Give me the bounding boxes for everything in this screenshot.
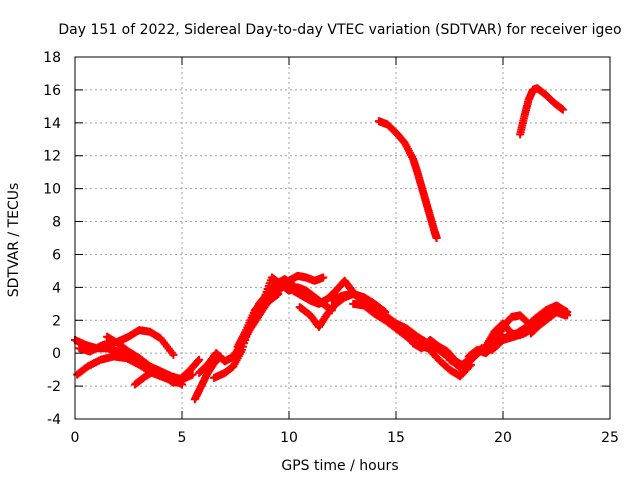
- x-tick-label: 20: [494, 430, 512, 446]
- x-tick-label: 15: [387, 430, 405, 446]
- series-s16: [374, 117, 441, 242]
- y-tick-label: 4: [52, 280, 61, 296]
- data-point: [432, 234, 441, 242]
- plot-frame: [74, 56, 611, 420]
- y-tick-label: 16: [43, 83, 61, 99]
- data-point: [169, 350, 178, 359]
- data-points: [71, 84, 572, 404]
- series-s20: [499, 301, 572, 343]
- x-tick-label: 25: [601, 430, 619, 446]
- y-axis-label: SDTVAR / TECUs: [6, 183, 22, 298]
- y-tick-label: -4: [47, 412, 61, 428]
- series-s5: [130, 355, 204, 389]
- x-tick-label: 0: [71, 430, 80, 446]
- y-tick-label: 10: [43, 182, 61, 198]
- x-tick-label: 5: [178, 430, 187, 446]
- data-point: [561, 311, 570, 320]
- y-tick-label: 12: [43, 149, 61, 165]
- data-point: [195, 355, 204, 364]
- series-s22: [516, 84, 567, 139]
- data-point: [194, 356, 203, 365]
- data-point: [319, 273, 328, 282]
- x-tick-labels: 0 5 10 15 20 25: [71, 430, 619, 446]
- series-s3: [75, 326, 178, 359]
- x-tick-label: 10: [280, 430, 298, 446]
- series-s7: [195, 289, 283, 377]
- y-tick-label: 8: [52, 215, 61, 231]
- data-point: [558, 105, 567, 114]
- grid: [75, 57, 610, 419]
- ticks: [74, 56, 611, 420]
- series-s21: [526, 308, 570, 338]
- y-tick-label: 2: [52, 313, 61, 329]
- y-tick-label: 6: [52, 247, 61, 263]
- x-axis-label: GPS time / hours: [281, 458, 398, 474]
- y-tick-label: 0: [52, 346, 61, 362]
- y-tick-labels: -4 -2 0 2 4 6 8 10 12 14 16 18: [43, 50, 61, 428]
- chart-title: Day 151 of 2022, Sidereal Day-to-day VTE…: [58, 22, 621, 38]
- y-tick-label: 18: [43, 50, 61, 66]
- y-tick-label: 14: [43, 116, 61, 132]
- y-tick-label: -2: [47, 379, 61, 395]
